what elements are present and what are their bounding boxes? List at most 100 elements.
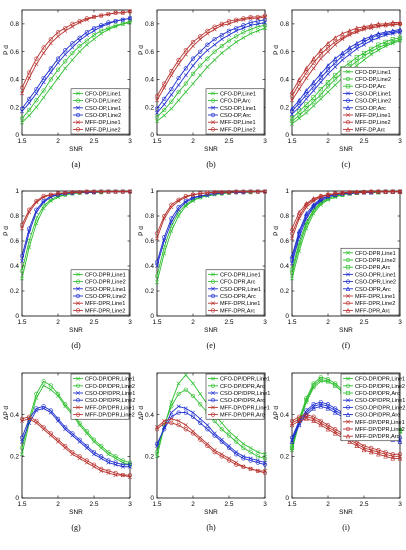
data-point xyxy=(212,433,217,438)
panel-label: (e) xyxy=(207,341,216,350)
data-point xyxy=(311,95,316,100)
data-point xyxy=(48,408,53,413)
x-tick-label: 2 xyxy=(326,319,330,326)
y-tick-label: 0 xyxy=(285,132,289,139)
series-line xyxy=(156,16,266,101)
legend-label: CSO-DPR,Line2 xyxy=(355,280,396,286)
data-point xyxy=(354,40,360,46)
data-point xyxy=(34,406,39,411)
data-point xyxy=(255,189,260,194)
series-line xyxy=(156,405,266,464)
data-point xyxy=(304,70,309,75)
legend-marker xyxy=(210,120,216,125)
data-point xyxy=(347,60,352,65)
series-line xyxy=(156,24,266,118)
data-point xyxy=(311,79,316,85)
data-point xyxy=(340,57,345,63)
legend-marker xyxy=(75,390,81,396)
legend-marker xyxy=(210,279,216,284)
data-point xyxy=(70,45,75,50)
data-point xyxy=(332,35,338,40)
data-point xyxy=(234,439,239,444)
data-point xyxy=(106,12,111,17)
data-point xyxy=(154,454,160,459)
data-point xyxy=(226,45,232,50)
panel-label: (g) xyxy=(71,523,81,532)
data-point xyxy=(241,456,246,461)
x-axis-label: SNR xyxy=(204,327,218,334)
legend-marker xyxy=(345,126,351,132)
data-point xyxy=(212,57,217,63)
legend-marker xyxy=(345,84,351,89)
legend-box xyxy=(205,373,265,420)
data-point xyxy=(383,453,388,459)
data-point xyxy=(226,38,232,43)
legend-marker xyxy=(345,376,351,381)
legend-marker xyxy=(345,293,351,299)
data-point xyxy=(113,189,118,194)
data-point xyxy=(183,52,188,57)
legend-marker xyxy=(210,376,216,381)
data-point xyxy=(296,209,302,215)
x-tick-label: 1.5 xyxy=(17,319,26,326)
legend-label: MFF-DP,Line2 xyxy=(220,127,256,133)
legend-box xyxy=(70,88,130,135)
data-point xyxy=(154,273,160,279)
legend-label: CFO-DPR,Arc xyxy=(355,265,391,271)
data-point xyxy=(19,439,25,444)
data-point xyxy=(304,416,309,421)
data-point xyxy=(340,190,345,195)
series-line xyxy=(291,23,400,97)
y-tick-label: 0.2 xyxy=(145,288,154,295)
data-point xyxy=(19,116,25,121)
legend-marker xyxy=(210,105,216,110)
data-point xyxy=(376,42,381,47)
legend-marker xyxy=(75,301,81,306)
data-point xyxy=(41,379,46,384)
data-point xyxy=(318,80,323,85)
data-point xyxy=(255,28,260,33)
legend-label: CFO-DP/DPR,Arc xyxy=(220,384,265,390)
data-point xyxy=(190,44,196,49)
data-point xyxy=(347,45,352,50)
x-tick-label: 1.5 xyxy=(17,138,26,145)
data-point xyxy=(127,9,133,14)
x-axis-label: SNR xyxy=(204,509,218,516)
data-point xyxy=(48,66,53,71)
data-point xyxy=(311,84,316,89)
data-point xyxy=(296,422,302,428)
data-point xyxy=(34,87,39,92)
data-point xyxy=(198,420,203,426)
data-point xyxy=(127,16,133,21)
y-tick-label: 0 xyxy=(150,313,154,320)
data-point xyxy=(63,59,68,64)
y-tick-label: 0.4 xyxy=(145,412,154,419)
data-point xyxy=(27,414,32,419)
legend-marker xyxy=(210,301,216,306)
legend-label: CSO-DP,Line1 xyxy=(220,106,256,112)
legend-label: CSO-DPR,Arc xyxy=(220,294,256,300)
data-point xyxy=(297,87,302,92)
y-tick-label: 1 xyxy=(285,188,289,195)
data-point xyxy=(289,422,295,428)
legend-box xyxy=(70,373,130,420)
data-point xyxy=(304,76,309,81)
data-point xyxy=(190,195,196,200)
data-point xyxy=(162,107,167,113)
data-point xyxy=(19,445,25,451)
legend-marker xyxy=(210,412,216,417)
data-point xyxy=(234,34,239,39)
y-tick-label: 0.2 xyxy=(280,288,289,295)
y-tick-label: 0 xyxy=(150,495,154,502)
data-point xyxy=(219,439,224,444)
data-point xyxy=(190,393,196,399)
data-point xyxy=(397,20,403,25)
data-point xyxy=(397,439,403,444)
x-axis-label: SNR xyxy=(69,146,83,153)
data-point xyxy=(183,373,188,378)
legend-label: CSO-DPR,Line1 xyxy=(85,287,126,293)
data-point xyxy=(77,190,82,195)
data-point xyxy=(368,33,374,39)
data-point xyxy=(318,52,323,57)
